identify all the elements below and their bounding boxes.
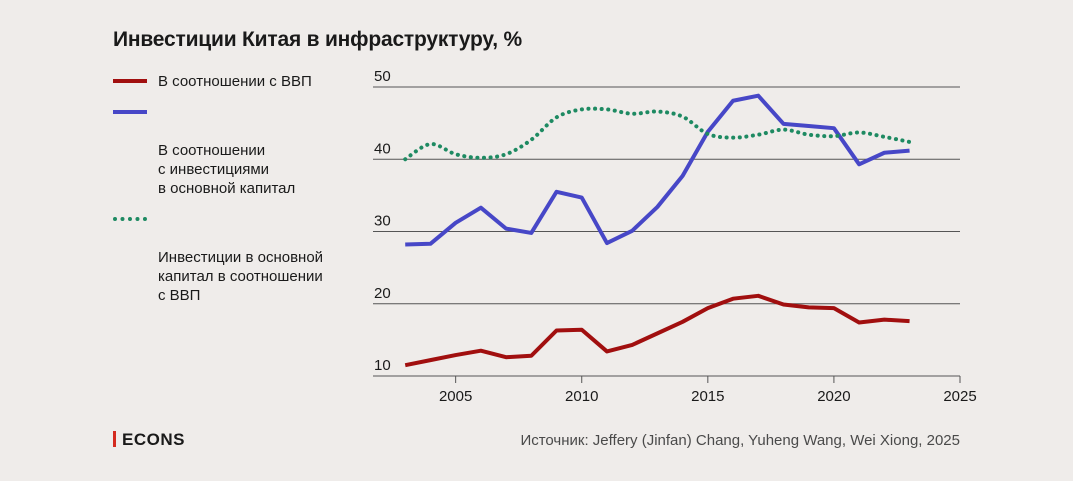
source-note: Источник: Jeffery (Jinfan) Chang, Yuheng… (520, 432, 960, 449)
legend-item-fixed-investment-to-gdp: Инвестиции в основной капитал в соотноше… (113, 210, 353, 305)
y-tick-label-20: 20 (374, 285, 391, 302)
x-tick-label-2005: 2005 (439, 388, 472, 405)
x-tick-label-2020: 2020 (817, 388, 850, 405)
legend-item-fixed-investment-share: В соотношении с инвестициями в основной … (113, 103, 353, 198)
x-tick-label-2025: 2025 (943, 388, 976, 405)
legend-swatch-blue-line (113, 110, 147, 114)
chart-legend: В соотношении с ВВП В соотношении с инве… (113, 72, 353, 317)
brand-bar-icon (113, 431, 116, 447)
legend-item-gdp: В соотношении с ВВП (113, 72, 353, 91)
chart-title: Инвестиции Китая в инфраструктуру, % (113, 28, 522, 51)
legend-swatch-red-line (113, 79, 147, 83)
y-tick-label-50: 50 (374, 68, 391, 85)
brand-name: ECONS (122, 430, 185, 449)
series-line-fixed-investment-to-gdp (403, 106, 912, 162)
series-line-gdp-share (404, 293, 910, 368)
x-tick-label-2015: 2015 (691, 388, 724, 405)
brand-logo: ECONS (113, 430, 185, 450)
series-line-fixed-investment-share (405, 93, 910, 247)
y-tick-label-40: 40 (374, 140, 391, 157)
legend-swatch-green-dotted (113, 217, 147, 221)
y-tick-label-30: 30 (374, 213, 391, 230)
x-tick-label-2010: 2010 (565, 388, 598, 405)
legend-label-fixed-investment-share: В соотношении с инвестициями в основной … (158, 142, 296, 197)
legend-label-gdp: В соотношении с ВВП (158, 73, 312, 90)
y-tick-label-10: 10 (374, 357, 391, 374)
legend-label-fixed-investment-to-gdp: Инвестиции в основной капитал в соотноше… (158, 249, 324, 304)
